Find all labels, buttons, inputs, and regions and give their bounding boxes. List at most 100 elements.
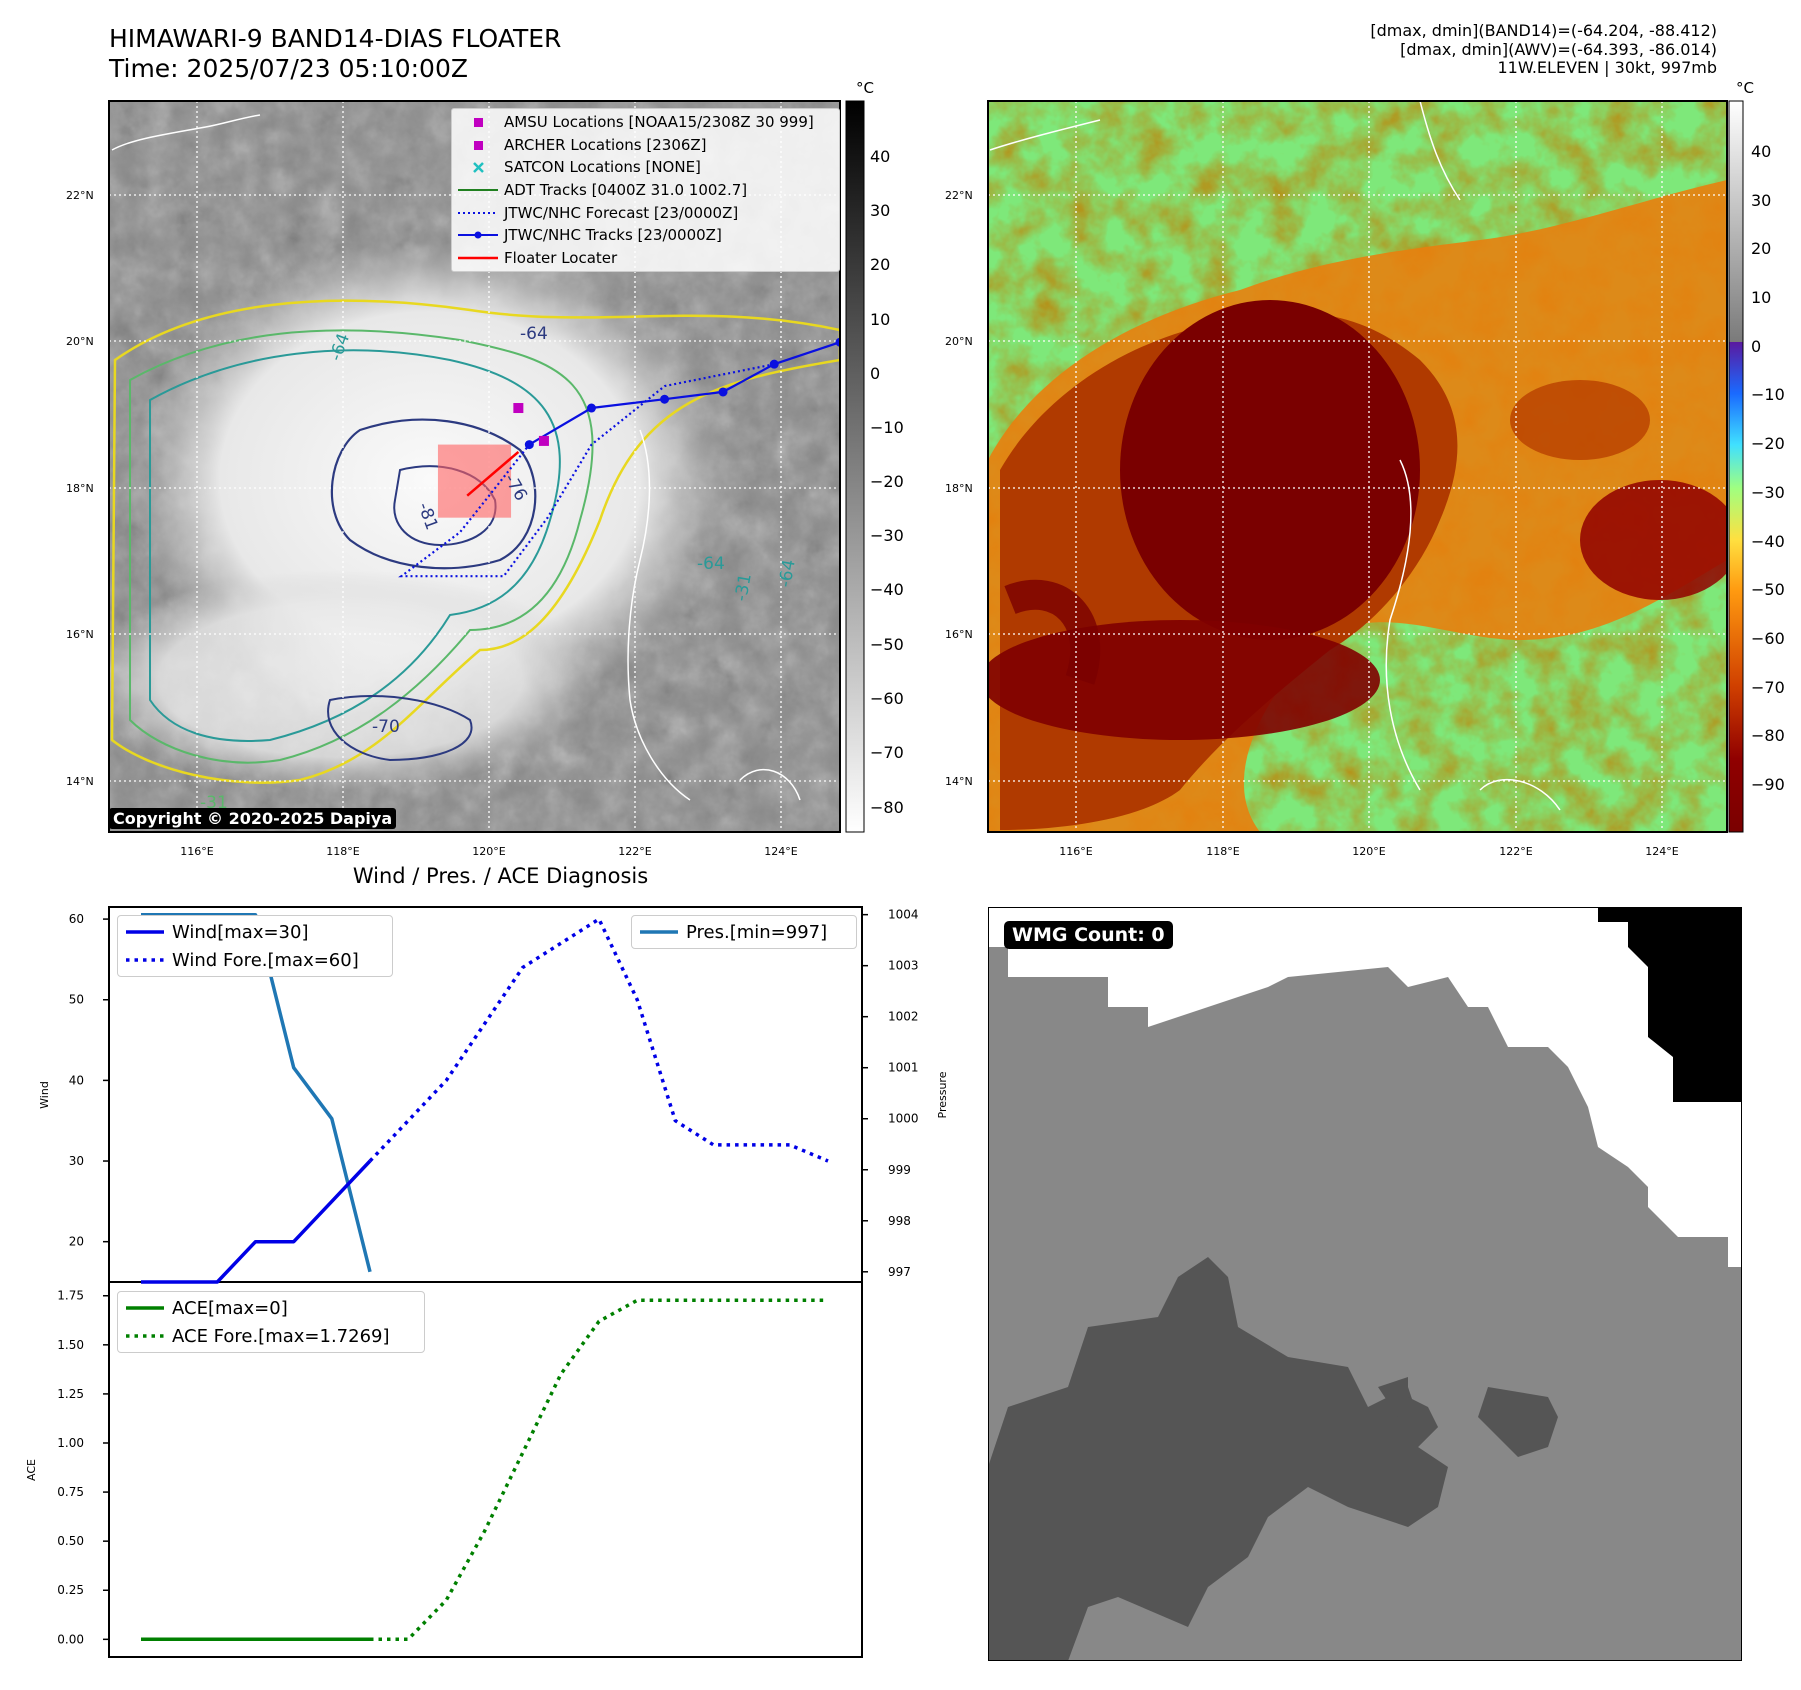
contour-label: -64 bbox=[520, 324, 548, 344]
info-block: [dmax, dmin](BAND14)=(-64.204, -88.412) … bbox=[1370, 21, 1717, 78]
lon-label: 118°E bbox=[326, 845, 359, 858]
legend-label: ACE Fore.[max=1.7269] bbox=[172, 1325, 390, 1347]
legend-item-satcon: SATCON Locations [NONE] bbox=[456, 156, 839, 179]
jtwc-track-point bbox=[586, 403, 596, 413]
lat-label: 16°N bbox=[66, 628, 94, 641]
lon-label: 120°E bbox=[1352, 845, 1385, 858]
legend-item-amsu: AMSU Locations [NOAA15/2308Z 30 999] bbox=[456, 111, 839, 134]
colorbar-tick: −90 bbox=[1751, 775, 1785, 794]
legend-item-jtwc-tracks: JTWC/NHC Tracks [23/0000Z] bbox=[456, 224, 839, 247]
tick-label: 1003 bbox=[888, 959, 919, 973]
lon-label: 116°E bbox=[1059, 845, 1092, 858]
cyan-x-icon bbox=[473, 162, 484, 174]
colorbar-tick: −50 bbox=[1751, 580, 1785, 599]
wind-forecast-line bbox=[368, 917, 829, 1163]
tick-label: 1002 bbox=[888, 1010, 919, 1024]
awv-colorbar-unit: °C bbox=[1736, 79, 1754, 97]
ace-legend: ACE[max=0] ACE Fore.[max=1.7269] bbox=[117, 1291, 425, 1353]
blue-line-icon bbox=[126, 930, 164, 934]
tick-label: 1004 bbox=[888, 908, 919, 922]
archer-point bbox=[538, 435, 549, 446]
awv-lon-labels: 116°E 118°E 120°E 122°E 124°E bbox=[1059, 845, 1678, 858]
wind-axis-ticks: 60 50 40 30 20 bbox=[69, 912, 109, 1249]
wind-legend: Wind[max=30] Wind Fore.[max=60] bbox=[117, 915, 393, 977]
red-line-icon bbox=[458, 256, 498, 260]
colorbar-tick: 40 bbox=[1751, 142, 1771, 161]
legend-label: AMSU Locations [NOAA15/2308Z 30 999] bbox=[504, 113, 814, 132]
colorbar-tick: 0 bbox=[870, 364, 880, 383]
lat-label: 14°N bbox=[945, 775, 973, 788]
lat-label: 14°N bbox=[66, 775, 94, 788]
tick-label: 1.25 bbox=[57, 1387, 84, 1401]
colorbar-tick: −60 bbox=[1751, 629, 1785, 648]
figure-title: HIMAWARI-9 BAND14-DIAS FLOATER Time: 202… bbox=[109, 24, 561, 84]
ir-lon-labels: 116°E 118°E 120°E 122°E 124°E bbox=[180, 845, 797, 858]
wind-ylabel: Wind bbox=[38, 1081, 51, 1109]
ir-lat-labels: 22°N 20°N 18°N 16°N 14°N bbox=[66, 189, 94, 788]
colorbar-tick: −70 bbox=[870, 743, 904, 762]
legend-label: JTWC/NHC Tracks [23/0000Z] bbox=[504, 226, 722, 245]
title-line-2: Time: 2025/07/23 05:10:00Z bbox=[109, 54, 468, 83]
title-line-1: HIMAWARI-9 BAND14-DIAS FLOATER bbox=[109, 24, 562, 53]
green-line-icon bbox=[458, 189, 498, 192]
diagnosis-chart: 60 50 40 30 20 1004 1003 1002 1001 1000 999 998 997… bbox=[25, 906, 949, 1658]
magenta-square-icon bbox=[474, 140, 483, 150]
jtwc-track-point bbox=[835, 337, 840, 347]
awv-map-image bbox=[988, 101, 1727, 832]
legend-label: Wind Fore.[max=60] bbox=[172, 949, 359, 971]
ace-ylabel: ACE bbox=[25, 1459, 38, 1481]
awv-colorbar bbox=[1728, 100, 1744, 833]
colorbar-tick: −20 bbox=[1751, 434, 1785, 453]
legend-item-pres: Pres.[min=997] bbox=[638, 918, 856, 946]
colorbar-tick: −80 bbox=[870, 798, 904, 817]
green-dotted-line-icon bbox=[126, 1334, 164, 1338]
colorbar-tick: −70 bbox=[1751, 678, 1785, 697]
legend-item-adt: ADT Tracks [0400Z 31.0 1002.7] bbox=[456, 179, 839, 202]
jtwc-track-line bbox=[528, 341, 840, 446]
lon-label: 120°E bbox=[472, 845, 505, 858]
lat-label: 20°N bbox=[945, 335, 973, 348]
contour-label: -70 bbox=[372, 717, 400, 737]
colorbar-tick: −60 bbox=[870, 689, 904, 708]
legend-item-archer: ARCHER Locations [2306Z] bbox=[456, 134, 839, 157]
colorbar-tick: −30 bbox=[870, 526, 904, 545]
tick-label: 20 bbox=[69, 1235, 84, 1249]
ir-map-panel: -64 -76 -81 -70 -64 -64 -31 -64 -31 40 3… bbox=[66, 79, 1785, 858]
green-line-icon bbox=[126, 1306, 164, 1310]
diagnosis-title: Wind / Pres. / ACE Diagnosis bbox=[352, 864, 649, 888]
tick-label: 0.50 bbox=[57, 1534, 84, 1548]
pressure-axis-ticks: 1004 1003 1002 1001 1000 999 998 997 bbox=[862, 908, 919, 1279]
amsu-point bbox=[513, 403, 524, 414]
steelblue-line-icon bbox=[640, 930, 678, 934]
lon-label: 124°E bbox=[1645, 845, 1678, 858]
contour-label: -31 bbox=[731, 572, 756, 603]
ace-axis-ticks: 1.75 1.50 1.25 1.00 0.75 0.50 0.25 0.00 bbox=[57, 1289, 109, 1646]
legend-label: Floater Locater bbox=[504, 248, 618, 267]
lat-label: 18°N bbox=[66, 482, 94, 495]
tick-label: 999 bbox=[888, 1163, 911, 1177]
legend-item-floater: Floater Locater bbox=[456, 247, 839, 270]
magenta-square-icon bbox=[474, 118, 483, 128]
tick-label: 60 bbox=[69, 912, 84, 926]
jtwc-track-point bbox=[718, 387, 728, 397]
tick-label: 50 bbox=[69, 993, 84, 1007]
legend-item-wind: Wind[max=30] bbox=[124, 918, 392, 946]
colorbar-tick: 30 bbox=[1751, 191, 1771, 210]
copyright-badge: Copyright © 2020-2025 Dapiya bbox=[109, 808, 397, 829]
blue-line-dot-icon bbox=[458, 231, 498, 239]
colorbar-tick: 0 bbox=[1751, 337, 1761, 356]
colorbar-tick: −30 bbox=[1751, 483, 1785, 502]
colorbar-tick: −40 bbox=[1751, 532, 1785, 551]
legend-item-jtwc-forecast: JTWC/NHC Forecast [23/0000Z] bbox=[456, 201, 839, 224]
tick-label: 0.25 bbox=[57, 1583, 84, 1597]
awv-lat-labels: 22°N 20°N 18°N 16°N 14°N bbox=[945, 189, 973, 788]
lat-label: 22°N bbox=[945, 189, 973, 202]
blue-dotted-line-icon bbox=[458, 211, 498, 214]
jtwc-track-point bbox=[769, 359, 779, 369]
legend-label: ADT Tracks [0400Z 31.0 1002.7] bbox=[504, 181, 748, 200]
legend-item-ace-fore: ACE Fore.[max=1.7269] bbox=[124, 1322, 424, 1350]
tick-label: 1.50 bbox=[57, 1338, 84, 1352]
colorbar-tick: −50 bbox=[870, 635, 904, 654]
contour-label: -64 bbox=[697, 554, 725, 574]
awv-colorbar-ticks: 40 30 20 10 0 −10 −20 −30 −40 −50 −60 −7… bbox=[1751, 142, 1785, 794]
